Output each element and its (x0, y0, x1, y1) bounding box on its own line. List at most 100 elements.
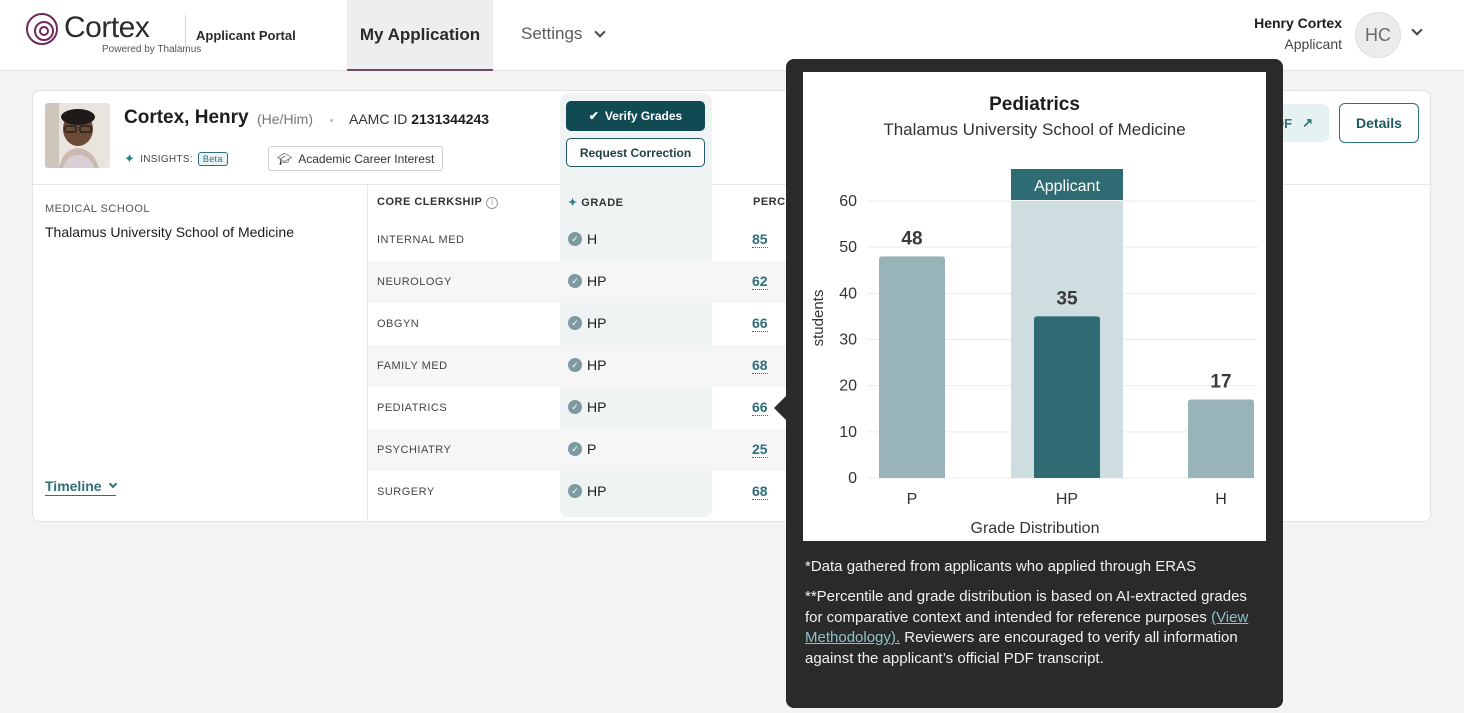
methodology-text-b: Reviewers are encouraged to verify all i… (805, 629, 1238, 667)
percentile-link[interactable]: 68 (752, 483, 768, 500)
tab-settings-label: Settings (521, 24, 583, 43)
clerkship-name: PSYCHIATRY (377, 444, 452, 456)
table-row: SURGERY ✓ HP 68 (368, 471, 818, 513)
grade-value: H (587, 231, 598, 247)
grade-cell: ✓ P (568, 441, 596, 457)
verified-badge-icon: ✓ (568, 484, 582, 498)
table-row: PEDIATRICS ✓ HP 66 (368, 387, 818, 429)
chevron-down-icon (594, 26, 607, 38)
percentile-link[interactable]: 25 (752, 441, 768, 458)
methodology-text-a: **Percentile and grade distribution is b… (805, 588, 1247, 626)
x-axis-title: Grade Distribution (971, 520, 1100, 537)
table-row: INTERNAL MED ✓ H 85 (368, 219, 818, 261)
verified-badge-icon: ✔ (588, 109, 599, 123)
methodology-note: **Percentile and grade distribution is b… (805, 587, 1265, 669)
chevron-down-icon (108, 479, 117, 489)
separator-dot (330, 119, 333, 122)
user-role: Applicant (1284, 36, 1342, 52)
applicant-name: Cortex, Henry (124, 107, 249, 128)
grade-cell: ✓ HP (568, 315, 606, 331)
grade-cell: ✓ HP (568, 273, 606, 289)
cortex-logo[interactable]: Cortex Powered by Thalamus (26, 13, 201, 55)
bar-hp (1034, 316, 1100, 478)
percentile-link[interactable]: 85 (752, 231, 768, 248)
insights-label: INSIGHTS: (140, 153, 193, 165)
bar-h (1188, 399, 1254, 478)
table-row: NEUROLOGY ✓ HP 62 (368, 261, 818, 303)
applicant-label: Applicant (1034, 178, 1100, 195)
verify-grades-button[interactable]: ✔ Verify Grades (566, 101, 705, 131)
clerkship-name: INTERNAL MED (377, 234, 465, 246)
y-tick-label: 20 (839, 378, 857, 395)
aamc-id: AAMC ID 2131344243 (349, 111, 489, 127)
chart-title: Pediatrics (989, 94, 1080, 115)
grade-cell: ✓ HP (568, 357, 606, 373)
grade-value: HP (587, 273, 607, 289)
beta-badge: Beta (197, 152, 228, 166)
x-tick-label: P (907, 491, 918, 508)
aamc-value: 2131344243 (411, 111, 490, 127)
popover-arrow (774, 396, 786, 420)
school-name: Thalamus University School of Medicine (45, 224, 294, 240)
header-divider (185, 15, 186, 55)
x-tick-label: H (1215, 491, 1227, 508)
y-axis-title: students (810, 290, 827, 347)
verified-badge-icon: ✓ (568, 274, 582, 288)
applicant-photo (45, 103, 110, 168)
data-source-note: *Data gathered from applicants who appli… (805, 558, 1197, 575)
brand-name: Cortex (64, 11, 150, 44)
grade-value: HP (587, 399, 607, 415)
grade-value: HP (587, 483, 607, 499)
details-button[interactable]: Details (1339, 103, 1419, 143)
percentile-link[interactable]: 62 (752, 273, 768, 290)
graduation-cap-icon: 🎓︎ (277, 151, 293, 166)
external-link-icon: ↗ (1302, 115, 1313, 130)
ai-sparkle-icon: ✦ (124, 151, 136, 166)
clerkship-name: FAMILY MED (377, 360, 448, 372)
verified-badge-icon: ✓ (568, 316, 582, 330)
y-tick-label: 50 (839, 239, 857, 256)
percentile-link[interactable]: 66 (752, 315, 768, 332)
school-label: MEDICAL SCHOOL (45, 203, 151, 215)
insights-row: ✦ INSIGHTS: Beta (124, 151, 228, 167)
verify-label: Verify Grades (604, 109, 683, 123)
card-divider (33, 184, 1432, 185)
percentile-link[interactable]: 68 (752, 357, 768, 374)
verified-badge-icon: ✓ (568, 442, 582, 456)
user-name: Henry Cortex (1254, 15, 1342, 31)
portal-label: Applicant Portal (196, 28, 296, 43)
y-tick-label: 10 (839, 424, 857, 441)
verified-badge-icon: ✓ (568, 358, 582, 372)
grade-value: P (587, 441, 597, 457)
grade-cell: ✓ HP (568, 483, 606, 499)
brand-subtitle: Powered by Thalamus (102, 44, 202, 55)
request-correction-button[interactable]: Request Correction (566, 138, 705, 167)
percentile-link[interactable]: 66 (752, 399, 768, 416)
timeline-toggle[interactable]: Timeline (45, 478, 117, 496)
col-header-grade-label: GRADE (581, 197, 624, 209)
academic-career-interest-chip[interactable]: 🎓︎ Academic Career Interest (268, 146, 444, 171)
ai-sparkle-icon: ✦ (568, 197, 578, 209)
user-menu-chevron-icon[interactable] (1411, 24, 1423, 36)
grade-value: HP (587, 315, 607, 331)
tab-settings[interactable]: Settings (521, 24, 607, 44)
y-tick-label: 30 (839, 332, 857, 349)
clerkship-name: NEUROLOGY (377, 276, 452, 288)
info-icon[interactable]: i (486, 197, 499, 209)
view-methodology-link[interactable]: (View Methodology). (805, 608, 1249, 647)
y-tick-label: 60 (839, 193, 857, 210)
col-header-clerkship: CORE CLERKSHIP i (377, 196, 499, 209)
grade-cell: ✓ H (568, 231, 597, 247)
bar-p (879, 256, 945, 478)
table-row: FAMILY MED ✓ HP 68 (368, 345, 818, 387)
grade-cell: ✓ HP (568, 399, 606, 415)
y-tick-label: 0 (848, 470, 857, 487)
avatar[interactable]: HC (1355, 12, 1401, 58)
tab-my-application[interactable]: My Application (347, 0, 493, 71)
grade-distribution-chart: 0 10 20 30 40 50 60 Applicant 48 P 35 HP 17 H Grade Di… (810, 169, 1258, 537)
grade-value: HP (587, 357, 607, 373)
timeline-label: Timeline (45, 478, 102, 494)
chart-panel: Pediatrics Thalamus University School of… (803, 72, 1266, 541)
clerkship-name: OBGYN (377, 318, 420, 330)
applicant-pronouns: (He/Him) (257, 111, 313, 127)
